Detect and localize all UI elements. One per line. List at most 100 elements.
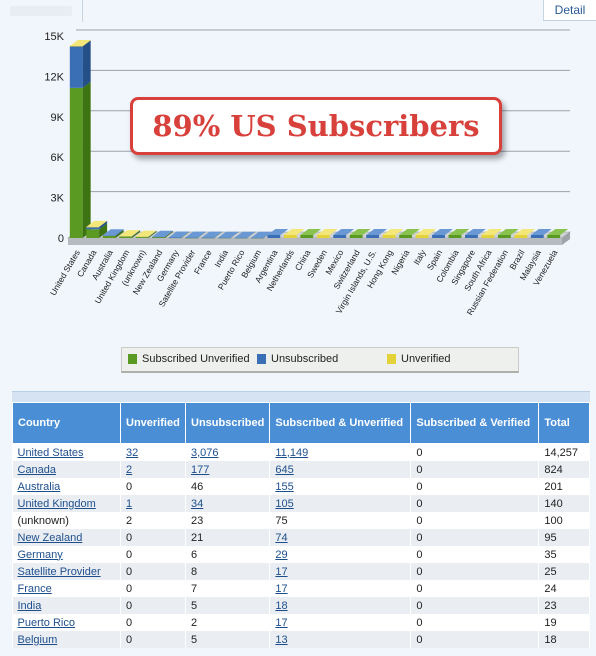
table-row: Satellite Provider 0 8 17 0 25 — [12, 563, 590, 580]
value-link[interactable]: 17 — [275, 616, 288, 629]
cell-sub-unverified: 105 — [269, 495, 412, 512]
bar-segment-side — [214, 231, 223, 238]
bar-segment — [218, 237, 231, 239]
country-link[interactable]: Australia — [17, 480, 61, 493]
cell-sub-verified: 0 — [410, 461, 540, 478]
cell-country: Satellite Provider — [12, 563, 121, 580]
cell-unsubscribed: 23 — [185, 512, 271, 529]
bar-top — [119, 230, 141, 237]
cell-unsubscribed: 34 — [185, 495, 271, 512]
value-link[interactable]: 34 — [191, 497, 204, 510]
bar-top — [514, 229, 536, 235]
col-header-subscribed-verified[interactable]: Subscribed & Verified — [410, 402, 540, 444]
table-row: (unknown) 2 23 75 0 100 — [12, 512, 590, 529]
legend-item-subscribed-unverified[interactable]: Subscribed Unverified — [128, 353, 250, 365]
col-header-unverified[interactable]: Unverified — [120, 402, 186, 444]
bar-flat — [547, 235, 561, 238]
cell-sub-unverified: 17 — [269, 580, 412, 597]
col-header-unsubscribed[interactable]: Unsubscribed — [184, 402, 271, 444]
col-header-country[interactable]: Country — [12, 402, 121, 444]
value-link[interactable]: 17 — [275, 582, 288, 595]
cell-unsubscribed: 5 — [185, 631, 271, 648]
value-link[interactable]: 18 — [275, 599, 288, 612]
country-link[interactable]: Puerto Rico — [17, 616, 75, 629]
value-link[interactable]: 645 — [275, 463, 294, 476]
table-grip-bar[interactable] — [12, 391, 590, 402]
bar-segment-side — [247, 231, 256, 238]
table-row: New Zealand 0 21 74 0 95 — [12, 529, 590, 546]
country-link[interactable]: India — [17, 599, 42, 612]
bar-flat — [514, 235, 528, 238]
bar-segment-side — [148, 230, 157, 237]
cell-total: 100 — [538, 512, 590, 529]
value-link[interactable]: 1 — [126, 497, 133, 510]
cell-country: India — [12, 597, 121, 614]
cell-sub-verified: 0 — [410, 546, 540, 563]
col-header-total[interactable]: Total — [538, 402, 590, 444]
cell-total: 19 — [538, 614, 590, 631]
value-link[interactable]: 11,149 — [275, 446, 309, 459]
cell-country: Canada — [12, 461, 121, 478]
bar-segment — [250, 237, 264, 239]
bar-flat — [415, 235, 429, 238]
bar-top — [86, 220, 108, 227]
value-link[interactable]: 74 — [275, 531, 288, 544]
bar-flat — [267, 235, 281, 238]
country-link[interactable]: Belgium — [17, 633, 58, 646]
bar-top — [333, 229, 355, 235]
cell-unverified: 0 — [120, 546, 186, 563]
value-link[interactable]: 13 — [275, 633, 288, 646]
bar-top — [415, 229, 437, 235]
bar-segment-side — [181, 231, 190, 238]
country-link[interactable]: Satellite Provider — [17, 565, 101, 578]
bar-flat — [465, 235, 478, 238]
value-link[interactable]: 17 — [275, 565, 288, 578]
table-row: Germany 0 6 29 0 35 — [12, 546, 590, 563]
callout-banner: 89% US Subscribers — [130, 97, 502, 155]
value-link[interactable]: 3,076 — [191, 446, 219, 459]
col-header-subscribed-unverified[interactable]: Subscribed & Unverified — [269, 402, 412, 444]
country-link[interactable]: France — [17, 582, 52, 595]
legend-label: Unverified — [401, 353, 451, 365]
value-link[interactable]: 155 — [275, 480, 294, 493]
bar-segment — [119, 236, 133, 238]
cell-sub-unverified: 29 — [269, 546, 412, 563]
top-bar: Detail — [0, 0, 596, 22]
table-body: United States 32 3,076 11,149 0 14,257 Canada 2… — [12, 443, 590, 648]
cell-unsubscribed: 3,076 — [185, 443, 271, 461]
value-link[interactable]: 32 — [126, 446, 139, 459]
bar-top — [250, 231, 272, 238]
value-link[interactable]: 177 — [191, 463, 210, 476]
legend-item-unverified[interactable]: Unverified — [387, 353, 451, 365]
country-link[interactable]: United Kingdom — [17, 497, 96, 510]
value-link[interactable]: 105 — [275, 497, 294, 510]
chart-floor-side — [562, 232, 570, 245]
bar-top — [382, 229, 404, 235]
cell-sub-verified: 0 — [410, 443, 540, 461]
value-link[interactable]: 29 — [275, 548, 288, 561]
bar-segment-side — [148, 230, 157, 237]
country-link[interactable]: United States — [17, 446, 84, 459]
legend-item-unsubscribed[interactable]: Unsubscribed — [257, 353, 338, 365]
table-row: Canada 2 177 645 0 824 — [12, 461, 590, 478]
bar-top — [168, 231, 190, 238]
cell-sub-verified: 0 — [410, 478, 540, 495]
cell-sub-unverified: 75 — [269, 512, 412, 529]
bar-segment — [69, 46, 83, 47]
table-row: United Kingdom 1 34 105 0 140 — [12, 495, 590, 512]
cell-country: France — [12, 580, 121, 597]
y-tick-label: 6K — [51, 152, 65, 164]
country-link[interactable]: New Zealand — [17, 531, 83, 544]
cell-country: (unknown) — [12, 512, 121, 529]
y-tick-label: 15K — [44, 31, 64, 43]
cell-sub-unverified: 17 — [269, 614, 412, 631]
country-link[interactable]: Germany — [17, 548, 63, 561]
bar-flat — [448, 235, 462, 238]
cell-unverified: 2 — [120, 461, 186, 478]
country-link[interactable]: Canada — [17, 463, 57, 476]
detail-tab[interactable]: Detail — [543, 0, 596, 21]
bar-top — [102, 229, 124, 236]
value-link[interactable]: 2 — [126, 463, 133, 476]
cell-sub-verified: 0 — [410, 614, 540, 631]
bar-segment-side — [82, 40, 91, 88]
